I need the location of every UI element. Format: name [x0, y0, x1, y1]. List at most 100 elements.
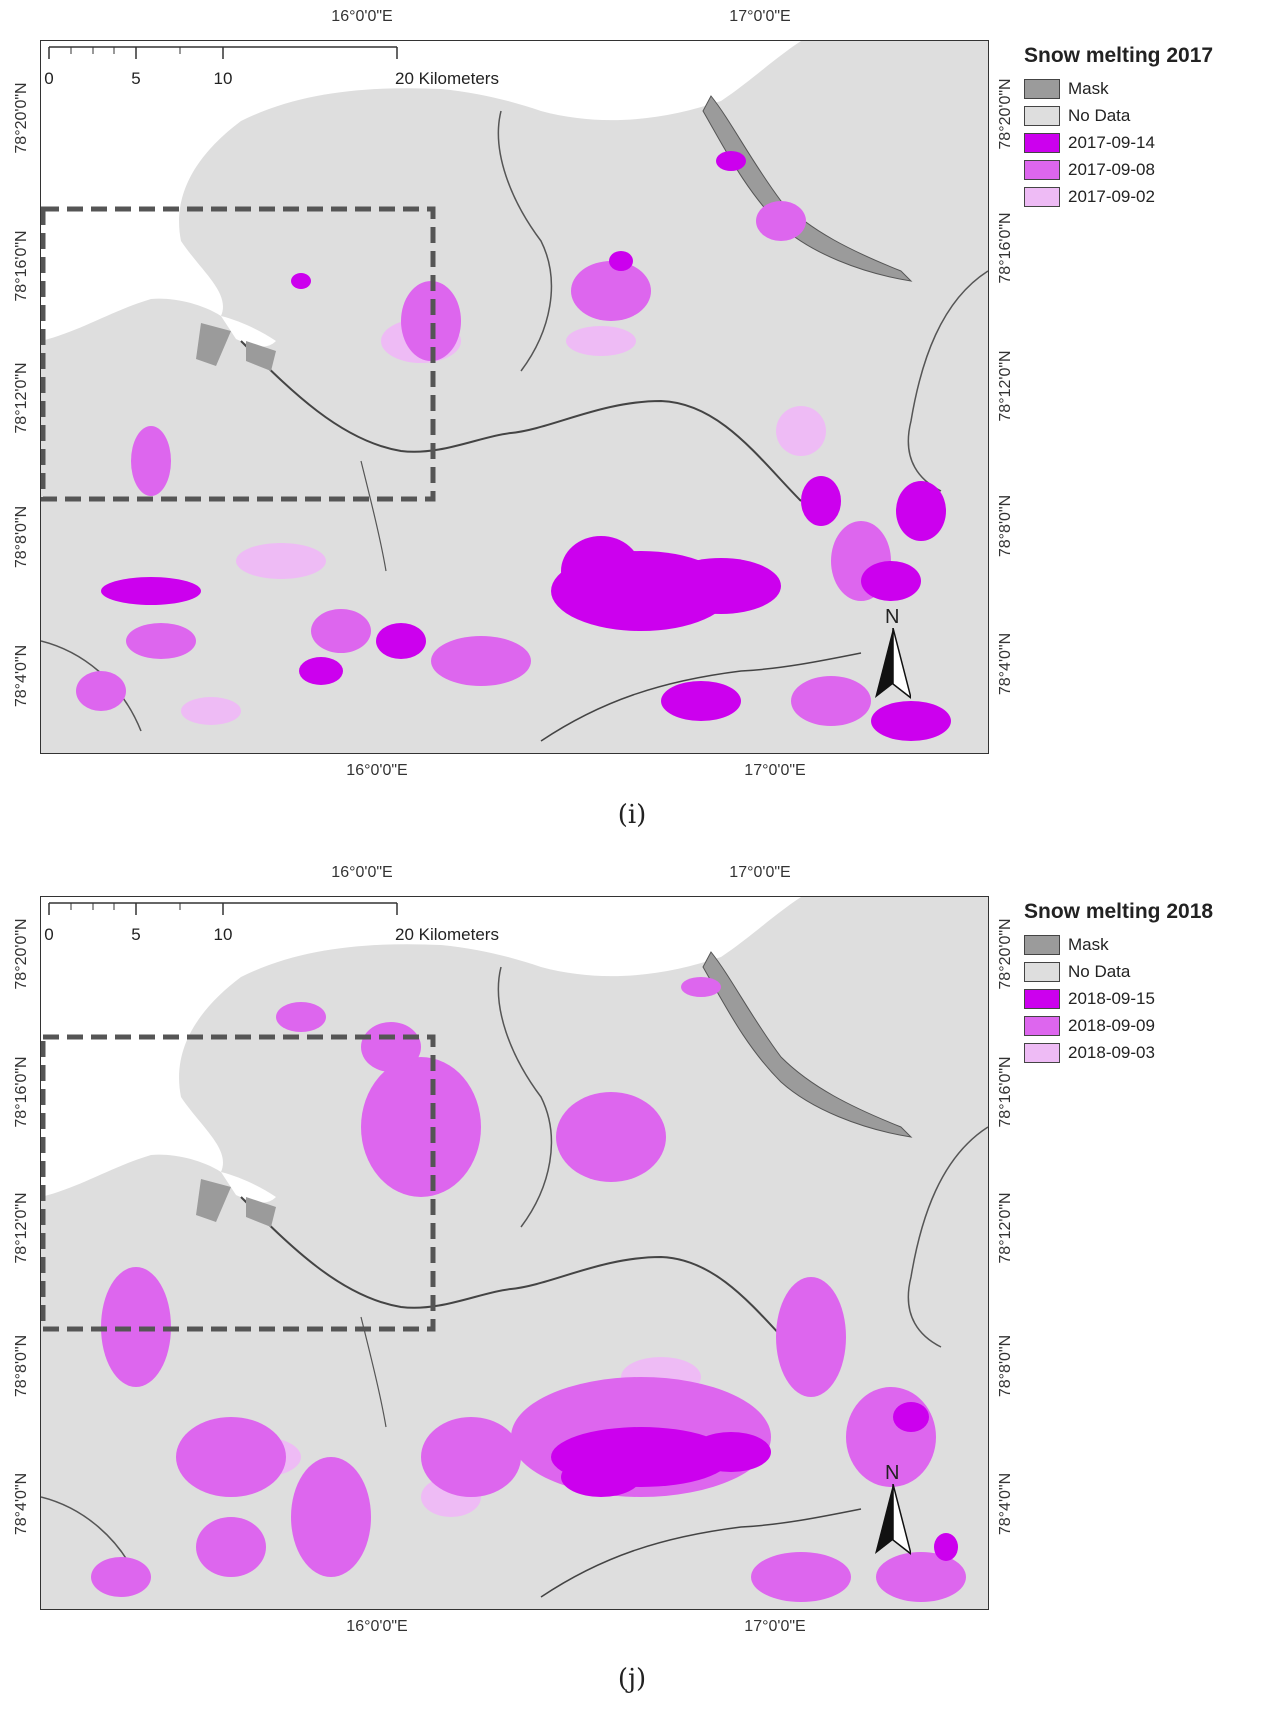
study-area-box: [41, 206, 436, 502]
lat-label-right-78-8: 78°8'0"N: [997, 1334, 1014, 1398]
panel-caption: (i): [617, 800, 647, 830]
mask-area: [196, 1179, 231, 1222]
melt-class-dark: [101, 151, 951, 741]
legend-swatch: [1024, 79, 1060, 99]
legend-title: Snow melting 2017: [1024, 44, 1214, 67]
lat-label-left-78-20: 78°20'0"N: [13, 918, 30, 990]
mask-area: [246, 1197, 276, 1227]
mask-area: [702, 951, 913, 1138]
river-south: [540, 652, 862, 742]
legend-swatch: [1024, 187, 1060, 207]
lon-label-bottom-16e: 16°0'0"E: [346, 762, 408, 779]
lat-label-left-78-16: 78°16'0"N: [13, 1056, 30, 1128]
legend-swatch: [1024, 935, 1060, 955]
legend-swatch: [1024, 1043, 1060, 1063]
scale-tick-20: 20 Kilometers: [395, 69, 499, 88]
lon-label-top-17e: 17°0'0"E: [729, 8, 791, 25]
lat-label-left-78-12: 78°12'0"N: [13, 362, 30, 434]
lat-label-right-78-20: 78°20'0"N: [997, 918, 1014, 990]
legend-label: 2017-09-14: [1068, 133, 1155, 152]
map-panel-2018: 16°0'0"E 17°0'0"E 16°0'0"E 17°0'0"E 78°2…: [0, 856, 1264, 1712]
land-area: [41, 897, 988, 1609]
legend-label: 2017-09-08: [1068, 160, 1155, 179]
river-main: [240, 340, 802, 502]
study-area-box: [41, 1034, 436, 1332]
scale-tick-0: 0: [44, 69, 54, 88]
legend-item-date-1: 2017-09-14: [1024, 130, 1254, 156]
legend-item-date-2: 2018-09-09: [1024, 1013, 1254, 1039]
scale-tick-5: 5: [131, 69, 141, 88]
lat-label-right-78-12: 78°12'0"N: [997, 1192, 1014, 1264]
north-label: N: [885, 606, 900, 628]
lat-label-right-78-20: 78°20'0"N: [997, 78, 1014, 150]
lat-label-left-78-8: 78°8'0"N: [13, 505, 30, 569]
map-raster: [41, 897, 988, 1609]
legend-label: 2017-09-02: [1068, 187, 1155, 206]
scale-bar: 0 5 10 20 Kilometers: [44, 45, 499, 88]
lat-label-left-78-16: 78°16'0"N: [13, 230, 30, 302]
panel-caption: (j): [617, 1664, 647, 1694]
lat-label-left-78-4: 78°4'0"N: [13, 1472, 30, 1536]
lat-label-left-78-12: 78°12'0"N: [13, 1192, 30, 1264]
legend-swatch: [1024, 133, 1060, 153]
river-central: [360, 460, 387, 572]
scale-tick-10: 10: [213, 69, 233, 88]
legend-item-nodata: No Data: [1024, 959, 1254, 985]
river-east: [907, 270, 988, 492]
river-southwest: [41, 640, 142, 732]
melt-class-medium: [76, 201, 891, 726]
lon-label-top-17e: 17°0'0"E: [729, 864, 791, 881]
legend-swatch: [1024, 989, 1060, 1009]
lat-label-left-78-20: 78°20'0"N: [13, 82, 30, 154]
lon-label-top-16e: 16°0'0"E: [331, 864, 393, 881]
legend-item-mask: Mask: [1024, 932, 1254, 958]
river-east: [907, 1126, 988, 1348]
legend-label: 2018-09-09: [1068, 1016, 1155, 1035]
lon-label-bottom-17e: 17°0'0"E: [744, 762, 806, 779]
legend-swatch: [1024, 962, 1060, 982]
river-south: [540, 1508, 862, 1598]
legend-swatch: [1024, 106, 1060, 126]
lat-label-right-78-4: 78°4'0"N: [997, 1472, 1014, 1536]
lon-label-bottom-17e: 17°0'0"E: [744, 1618, 806, 1635]
melt-class-dark: [551, 1402, 958, 1561]
lat-label-right-78-8: 78°8'0"N: [997, 494, 1014, 558]
lat-label-left-78-8: 78°8'0"N: [13, 1334, 30, 1398]
north-label: N: [885, 1462, 900, 1484]
scale-tick-20: 20 Kilometers: [395, 925, 499, 944]
scale-tick-10: 10: [213, 925, 233, 944]
legend-title: Snow melting 2018: [1024, 900, 1214, 923]
mask-area: [196, 323, 231, 366]
lat-label-right-78-12: 78°12'0"N: [997, 350, 1014, 422]
legend-item-date-1: 2018-09-15: [1024, 986, 1254, 1012]
legend-item-date-3: 2017-09-02: [1024, 184, 1254, 210]
legend-label: 2018-09-15: [1068, 989, 1155, 1008]
river-north: [497, 110, 553, 372]
scale-bar-line: [48, 46, 398, 59]
river-main: [240, 1196, 802, 1358]
scale-bar: 0 5 10 20 Kilometers: [44, 901, 499, 944]
legend-item-date-3: 2018-09-03: [1024, 1040, 1254, 1066]
legend-label: No Data: [1068, 106, 1131, 125]
fjord-water: [221, 1172, 276, 1203]
legend: Snow melting 2017 Mask No Data 2017-09-1…: [1024, 44, 1254, 210]
lat-label-right-78-16: 78°16'0"N: [997, 1056, 1014, 1128]
map-frame: 0 5 10 20 Kilometers N: [40, 896, 989, 1610]
scale-tick-0: 0: [44, 925, 54, 944]
map-panel-2017: 16°0'0"E 17°0'0"E 16°0'0"E 17°0'0"E 78°2…: [13, 8, 1254, 830]
legend-item-mask: Mask: [1024, 76, 1254, 102]
legend-label: No Data: [1068, 962, 1131, 981]
legend-swatch: [1024, 160, 1060, 180]
map-raster: [41, 41, 988, 753]
legend-swatch: [1024, 1016, 1060, 1036]
lon-label-bottom-16e: 16°0'0"E: [346, 1618, 408, 1635]
scale-tick-5: 5: [131, 925, 141, 944]
legend-item-date-2: 2017-09-08: [1024, 157, 1254, 183]
lon-label-top-16e: 16°0'0"E: [331, 8, 393, 25]
legend-item-nodata: No Data: [1024, 103, 1254, 129]
legend-label: Mask: [1068, 935, 1109, 954]
fjord-water: [221, 316, 276, 347]
legend: Snow melting 2018 Mask No Data 2018-09-1…: [1024, 900, 1254, 1066]
mask-area: [702, 95, 913, 282]
river-north: [497, 966, 553, 1228]
